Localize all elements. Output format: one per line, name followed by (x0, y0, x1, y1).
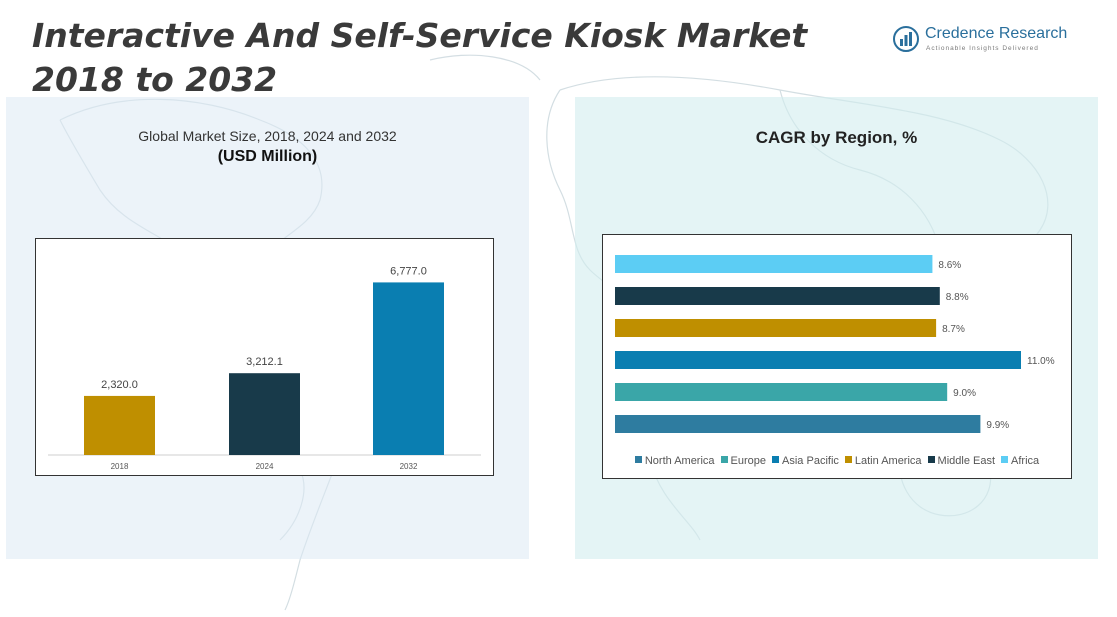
data-label-asia-pacific: 11.0% (1027, 356, 1055, 367)
logo-name: Credence Research (925, 25, 1068, 42)
legend-label-asia-pacific: Asia Pacific (782, 455, 839, 467)
market-size-chart-frame: 2,320.0 2018 3,212.1 2024 6,777.0 2032 (35, 238, 494, 476)
data-label-europe: 9.0% (953, 388, 976, 399)
tick-label-2032: 2032 (400, 462, 418, 471)
legend-label-europe: Europe (730, 455, 767, 467)
legend-item-europe: Europe (720, 455, 767, 467)
data-label-middle-east: 8.8% (946, 292, 969, 303)
cagr-chart-title: CAGR by Region, % (755, 128, 918, 147)
legend-label-latin-america: Latin America (854, 455, 922, 467)
bar-2024 (229, 373, 300, 455)
data-label-north-america: 9.9% (986, 420, 1009, 431)
data-label-africa: 8.6% (938, 260, 961, 271)
bar-europe (615, 383, 948, 401)
market-size-chart-subtitle: (USD Million) (217, 148, 318, 165)
legend-swatch-europe (720, 456, 728, 463)
cagr-bar-chart: 8.6% 8.8% 8.7% 11.0% 9.0% 9.9% (615, 255, 1055, 433)
cagr-chart-legend: North America Europe Asia Pacific Latin Ame… (602, 455, 1072, 467)
legend-item-middle-east: Middle East (927, 455, 996, 467)
data-label-2018: 2,320.0 (101, 379, 138, 391)
page-title: Interactive And Self-Service Kiosk Marke… (32, 16, 808, 99)
bar-middle-east (615, 287, 940, 305)
legend-label-north-america: North America (644, 455, 715, 467)
data-label-2024: 3,212.1 (246, 356, 283, 368)
data-label-2032: 6,777.0 (390, 265, 427, 277)
bar-north-america (615, 415, 981, 433)
bar-asia-pacific (615, 351, 1021, 369)
legend-swatch-asia-pacific (772, 456, 780, 463)
legend-swatch-middle-east (927, 456, 935, 463)
tick-label-2018: 2018 (111, 462, 129, 471)
market-size-chart-title: Global Market Size, 2018, 2024 and 2032 (138, 128, 397, 144)
legend-item-asia-pacific: Asia Pacific (772, 455, 839, 467)
legend-item-africa: Africa (1001, 455, 1039, 467)
legend-item-latin-america: Latin America (844, 455, 922, 467)
credence-research-logo: Credence Research Actionable Insights De… (893, 24, 1083, 56)
legend-swatch-africa (1001, 456, 1009, 463)
bar-latin-america (615, 319, 937, 337)
data-label-latin-america: 8.7% (942, 324, 965, 335)
legend-swatch-north-america (634, 456, 642, 463)
bar-2018 (84, 395, 155, 455)
bar-chart-logo-icon (893, 26, 919, 52)
legend-swatch-latin-america (844, 456, 852, 463)
legend-label-middle-east: Middle East (937, 455, 996, 467)
logo-tagline: Actionable Insights Delivered (926, 45, 1039, 52)
market-size-bar-chart: 2,320.0 2018 3,212.1 2024 6,777.0 2032 (48, 265, 481, 471)
tick-label-2024: 2024 (256, 462, 274, 471)
cagr-chart-frame: 8.6% 8.8% 8.7% 11.0% 9.0% 9.9% (602, 234, 1072, 479)
bar-africa (615, 255, 933, 273)
legend-label-africa: Africa (1011, 455, 1040, 467)
legend-item-north-america: North America (634, 455, 715, 467)
bar-2032 (373, 282, 444, 455)
